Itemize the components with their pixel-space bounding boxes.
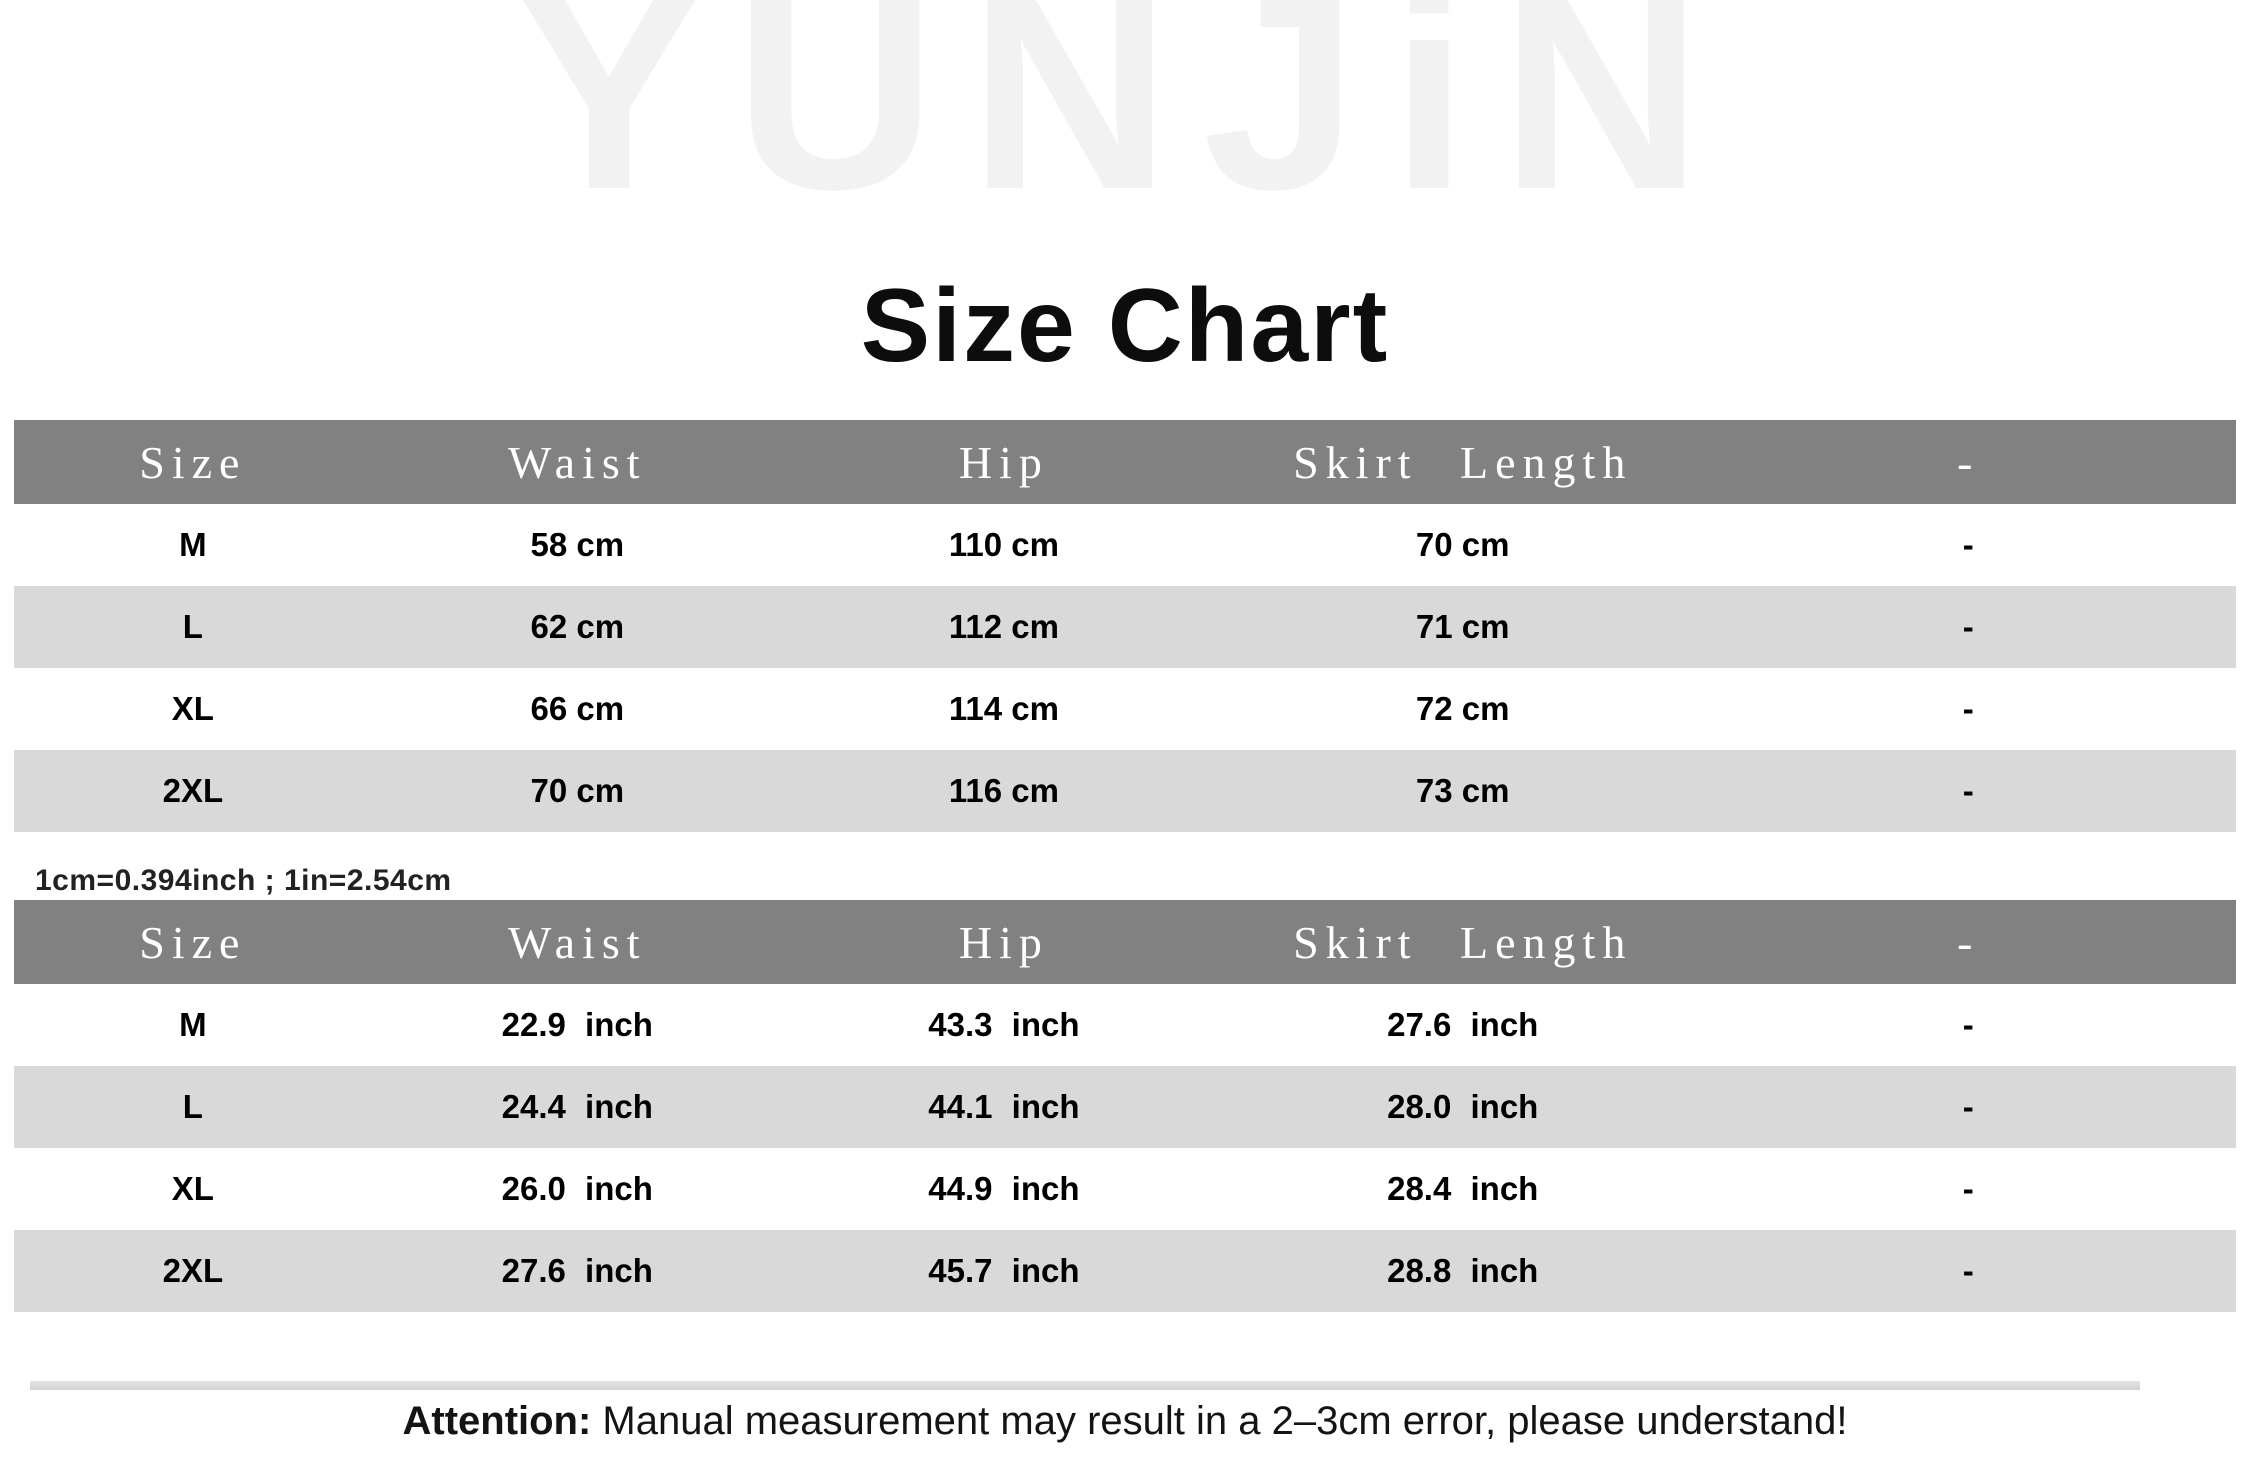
column-header: Waist	[371, 900, 783, 984]
attention-text: Manual measurement may result in a 2–3cm…	[591, 1399, 1848, 1443]
table-cell: -	[1700, 750, 2236, 832]
table-cell: 45.7 inch	[782, 1230, 1225, 1312]
table-row: L 62 cm 112 cm 71 cm -	[14, 586, 2236, 668]
attention-note: Attention: Manual measurement may result…	[0, 1398, 2250, 1444]
page-title: Size Chart	[860, 268, 1390, 384]
table-cell: 27.6 inch	[371, 1230, 783, 1312]
column-header: Skirt Length	[1224, 900, 1701, 984]
table-cell: XL	[14, 668, 372, 750]
table-cell: 28.8 inch	[1224, 1230, 1701, 1312]
unit-conversion-note: 1cm=0.394inch ; 1in=2.54cm	[35, 864, 452, 897]
header-row-inch: Size Waist Hip Skirt Length -	[14, 900, 2236, 984]
table-cell: 66 cm	[371, 668, 783, 750]
table-cell: M	[14, 984, 372, 1066]
brand-watermark: YUNJiN	[515, 0, 1735, 248]
table-row: M 22.9 inch 43.3 inch 27.6 inch -	[14, 984, 2236, 1066]
table-cell: 114 cm	[782, 668, 1225, 750]
table-cell: 27.6 inch	[1224, 984, 1701, 1066]
column-header: Waist	[371, 420, 783, 504]
table-cell: -	[1700, 1148, 2236, 1230]
table-cell: XL	[14, 1148, 372, 1230]
size-table-inch: Size Waist Hip Skirt Length - M 22.9 inch 43.3…	[14, 900, 2236, 1312]
column-header: Skirt Length	[1224, 420, 1701, 504]
divider-line	[30, 1381, 2140, 1390]
table-body-inch: M 22.9 inch 43.3 inch 27.6 inch - L 24.4 inch 4…	[14, 984, 2236, 1312]
table-cell: 72 cm	[1224, 668, 1701, 750]
table-row: L 24.4 inch 44.1 inch 28.0 inch -	[14, 1066, 2236, 1148]
table-cell: -	[1700, 1230, 2236, 1312]
table-cell: 110 cm	[782, 504, 1225, 586]
table-cell: 28.0 inch	[1224, 1066, 1701, 1148]
table-cell: 73 cm	[1224, 750, 1701, 832]
size-table-cm: Size Waist Hip Skirt Length - M 58 cm 110 cm 70…	[14, 420, 2236, 832]
table-cell: 43.3 inch	[782, 984, 1225, 1066]
table-row: XL 66 cm 114 cm 72 cm -	[14, 668, 2236, 750]
table-row: 2XL 27.6 inch 45.7 inch 28.8 inch -	[14, 1230, 2236, 1312]
table-cell: 70 cm	[371, 750, 783, 832]
table-cell: 28.4 inch	[1224, 1148, 1701, 1230]
column-header: Hip	[782, 900, 1225, 984]
table-cell: 112 cm	[782, 586, 1225, 668]
table-cell: -	[1700, 586, 2236, 668]
column-header: Size	[14, 900, 372, 984]
table-cell: -	[1700, 1066, 2236, 1148]
column-header: -	[1700, 420, 2236, 504]
header-row-cm: Size Waist Hip Skirt Length -	[14, 420, 2236, 504]
column-header: Hip	[782, 420, 1225, 504]
table-cell: 70 cm	[1224, 504, 1701, 586]
table-cell: L	[14, 1066, 372, 1148]
table-row: 2XL 70 cm 116 cm 73 cm -	[14, 750, 2236, 832]
table-cell: 58 cm	[371, 504, 783, 586]
table-cell: L	[14, 586, 372, 668]
table-cell: 2XL	[14, 750, 372, 832]
table-cell: 116 cm	[782, 750, 1225, 832]
table-cell: 26.0 inch	[371, 1148, 783, 1230]
table-row: XL 26.0 inch 44.9 inch 28.4 inch -	[14, 1148, 2236, 1230]
table-row: M 58 cm 110 cm 70 cm -	[14, 504, 2236, 586]
table-cell: -	[1700, 984, 2236, 1066]
table-cell: -	[1700, 668, 2236, 750]
table-cell: 71 cm	[1224, 586, 1701, 668]
table-cell: 24.4 inch	[371, 1066, 783, 1148]
column-header: Size	[14, 420, 372, 504]
table-cell: M	[14, 504, 372, 586]
table-cell: 62 cm	[371, 586, 783, 668]
table-cell: 2XL	[14, 1230, 372, 1312]
column-header: -	[1700, 900, 2236, 984]
table-cell: 44.1 inch	[782, 1066, 1225, 1148]
table-cell: 44.9 inch	[782, 1148, 1225, 1230]
table-body-cm: M 58 cm 110 cm 70 cm - L 62 cm 112 cm 71 cm - XL 66…	[14, 504, 2236, 832]
table-cell: 22.9 inch	[371, 984, 783, 1066]
attention-label: Attention:	[402, 1399, 592, 1443]
table-cell: -	[1700, 504, 2236, 586]
